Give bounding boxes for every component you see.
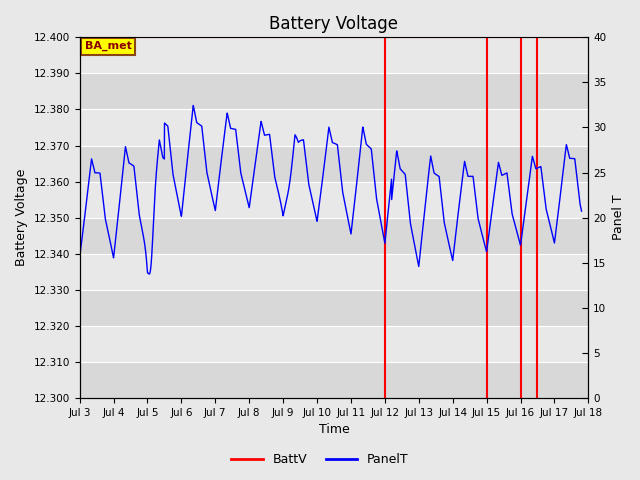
Y-axis label: Panel T: Panel T — [612, 195, 625, 240]
Bar — [79, 181, 588, 217]
Bar — [79, 37, 588, 73]
Bar — [79, 326, 588, 362]
Title: Battery Voltage: Battery Voltage — [269, 15, 399, 33]
Bar — [79, 254, 588, 290]
X-axis label: Time: Time — [319, 423, 349, 436]
Bar — [79, 109, 588, 145]
Bar — [79, 362, 588, 398]
Bar — [79, 217, 588, 254]
Bar — [79, 290, 588, 326]
Bar — [79, 73, 588, 109]
Y-axis label: Battery Voltage: Battery Voltage — [15, 169, 28, 266]
Text: BA_met: BA_met — [84, 41, 132, 51]
Legend: BattV, PanelT: BattV, PanelT — [227, 448, 413, 471]
Bar — [79, 145, 588, 181]
